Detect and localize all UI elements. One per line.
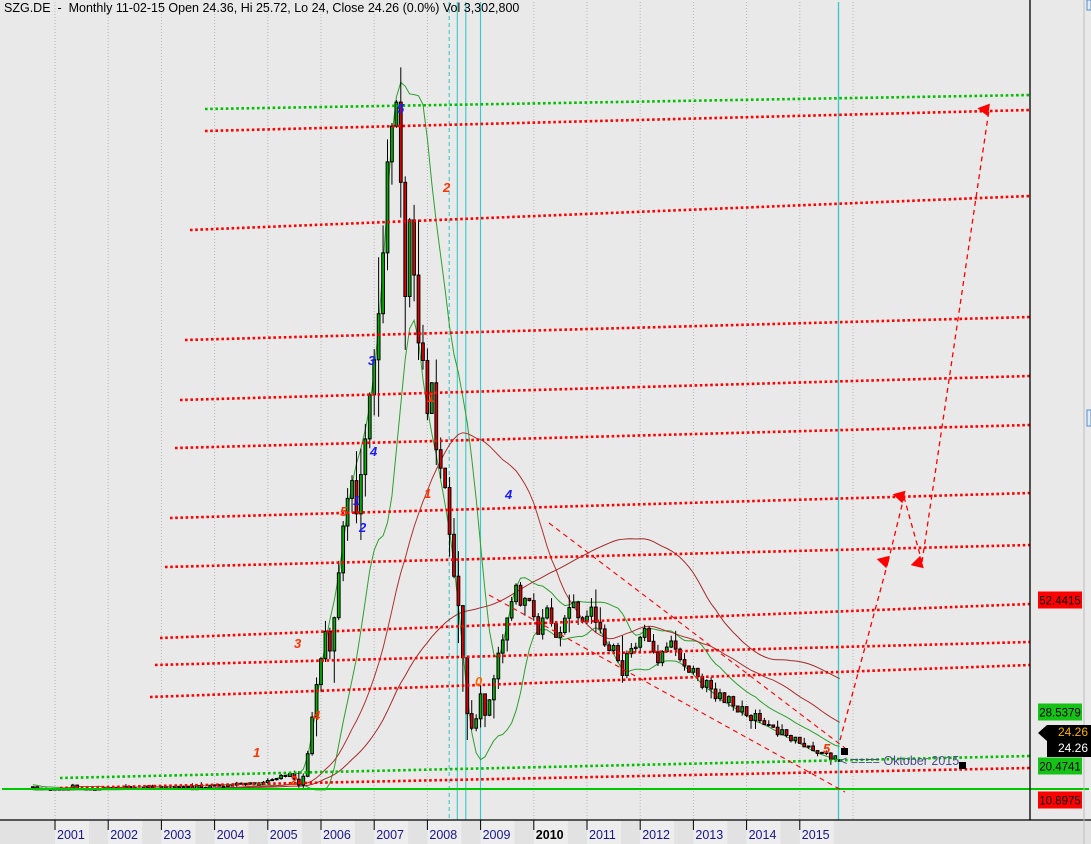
svg-text:2: 2: [442, 180, 451, 195]
svg-text:5: 5: [823, 741, 831, 756]
svg-text:4: 4: [504, 487, 513, 502]
svg-text:5: 5: [397, 101, 405, 116]
svg-text:2005: 2005: [270, 828, 298, 842]
svg-text:2013: 2013: [695, 828, 723, 842]
svg-text:20.4741: 20.4741: [1039, 762, 1081, 774]
svg-text:2012: 2012: [642, 828, 670, 842]
svg-text:2003: 2003: [163, 828, 191, 842]
svg-text:24.26: 24.26: [1058, 725, 1088, 739]
svg-text:2009: 2009: [483, 828, 511, 842]
svg-text:2014: 2014: [749, 828, 777, 842]
svg-text:2008: 2008: [429, 828, 457, 842]
svg-text:4: 4: [312, 708, 321, 723]
svg-text:24.26: 24.26: [1058, 741, 1088, 755]
svg-text:0: 0: [475, 674, 483, 689]
svg-text:28.5379: 28.5379: [1039, 708, 1081, 720]
svg-text:2011: 2011: [589, 828, 616, 842]
svg-text:2002: 2002: [110, 828, 138, 842]
svg-text:2015: 2015: [802, 828, 830, 842]
svg-text:4: 4: [369, 444, 378, 459]
svg-text:2010: 2010: [536, 828, 564, 842]
svg-text:2006: 2006: [323, 828, 351, 842]
svg-text:2: 2: [289, 773, 298, 788]
svg-text:3: 3: [368, 353, 376, 368]
svg-text:1: 1: [253, 745, 260, 760]
svg-text:2: 2: [358, 520, 367, 535]
svg-text:2004: 2004: [217, 828, 245, 842]
svg-text:1: 1: [424, 486, 431, 501]
svg-text:10.8975: 10.8975: [1039, 796, 1081, 808]
svg-text:3: 3: [294, 636, 302, 651]
svg-text:1: 1: [427, 390, 434, 405]
svg-text:5: 5: [340, 504, 348, 519]
svg-text:< ==== Oktober 2015: < ==== Oktober 2015: [840, 754, 959, 768]
svg-text:2001: 2001: [57, 828, 85, 842]
svg-text:52.4415: 52.4415: [1039, 596, 1081, 608]
svg-text:1: 1: [353, 493, 360, 508]
svg-text:2007: 2007: [376, 828, 404, 842]
